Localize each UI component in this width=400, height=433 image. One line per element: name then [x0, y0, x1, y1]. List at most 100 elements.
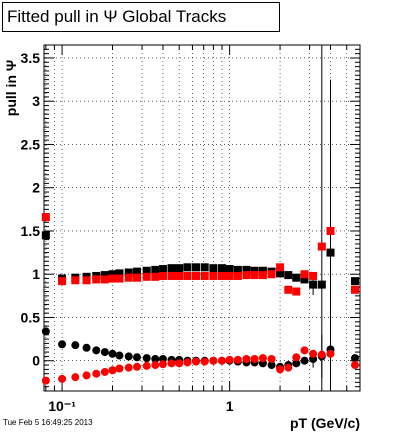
data-point-circle [132, 353, 141, 362]
tick-labels: 0 0.5 1 1.5 2 2.5 3 3.5 10⁻¹ 1 [21, 50, 234, 414]
data-point-square [41, 213, 50, 222]
data-point-square [309, 280, 318, 289]
y-tick-label: 3.5 [21, 50, 41, 66]
plot-frame [43, 44, 361, 392]
data-point-circle [175, 359, 184, 368]
data-point-circle [151, 361, 160, 370]
data-point-square [142, 266, 151, 275]
data-point-square [175, 271, 184, 280]
data-point-circle [267, 354, 276, 363]
data-point-square [350, 285, 359, 294]
data-point-square [41, 231, 50, 240]
data-point-circle [92, 369, 101, 378]
data-point-square [115, 269, 124, 278]
grid [44, 45, 361, 391]
data-point-circle [217, 356, 226, 365]
data-point-circle [200, 357, 209, 366]
data-point-circle [233, 355, 242, 364]
data-point-circle [350, 361, 359, 370]
chart-title: Fitted pull in Ψ Global Tracks [2, 2, 280, 32]
data-point-square [124, 273, 133, 282]
data-point-square [284, 271, 293, 280]
data-point-square [100, 271, 109, 280]
data-point-circle [317, 350, 326, 359]
data-point-square [292, 287, 301, 296]
data-point-square [158, 265, 167, 274]
data-point-square [326, 226, 335, 235]
data-point-square [132, 267, 141, 276]
y-tick-label: 1.5 [21, 223, 41, 239]
data-point-circle [41, 327, 50, 336]
data-point-square [151, 272, 160, 281]
data-point-square [151, 265, 160, 274]
data-point-square [317, 280, 326, 289]
data-point-circle [258, 354, 267, 363]
data-point-circle [58, 374, 67, 383]
data-point-circle [108, 366, 117, 375]
timestamp: Tue Feb 5 16:49:25 2013 [3, 418, 93, 427]
data-point-square [100, 275, 109, 284]
data-point-square [108, 274, 117, 283]
data-point-square [300, 270, 309, 279]
y-tick-label: 1 [32, 266, 40, 282]
x-axis-label: pT (GeV/c) [290, 415, 360, 431]
data-point-circle [250, 354, 259, 363]
data-point-square [132, 273, 141, 282]
data-point-square [276, 269, 285, 278]
data-point-square [124, 268, 133, 277]
data-point-square [242, 265, 251, 274]
data-point-square [292, 273, 301, 282]
data-point-circle [183, 358, 192, 367]
data-point-square [225, 265, 234, 274]
data-point-square [326, 248, 335, 257]
data-point-circle [58, 340, 67, 349]
data-point-circle [292, 353, 301, 362]
data-point-circle [124, 352, 133, 361]
data-point-square [233, 271, 242, 280]
data-point-circle [267, 361, 276, 370]
data-point-square [183, 271, 192, 280]
data-markers [41, 213, 359, 385]
data-point-circle [142, 361, 151, 370]
data-point-circle [100, 367, 109, 376]
data-point-square [71, 276, 80, 285]
data-point-square [82, 276, 91, 285]
data-point-square [242, 271, 251, 280]
data-point-square [217, 264, 226, 273]
data-point-square [108, 270, 117, 279]
data-point-circle [192, 357, 201, 366]
data-point-circle [350, 354, 359, 363]
chart-title-text: Fitted pull in Ψ Global Tracks [7, 7, 227, 26]
y-tick-label: 0.5 [21, 309, 41, 325]
data-point-circle [309, 349, 318, 358]
data-point-circle [242, 354, 251, 363]
data-point-square [142, 272, 151, 281]
data-point-square [258, 271, 267, 280]
data-point-circle [82, 343, 91, 352]
data-point-square [158, 271, 167, 280]
data-point-circle [115, 364, 124, 373]
data-point-square [209, 271, 218, 280]
data-point-square [250, 266, 259, 275]
data-point-square [309, 271, 318, 280]
data-point-square [350, 277, 359, 286]
data-point-circle [142, 354, 151, 363]
data-point-square [115, 274, 124, 283]
data-point-square [167, 264, 176, 273]
data-point-square [284, 285, 293, 294]
data-point-square [183, 263, 192, 272]
data-point-circle [326, 349, 335, 358]
axis-ticks [44, 45, 361, 391]
data-point-circle [71, 341, 80, 350]
data-point-square [192, 271, 201, 280]
data-point-circle [71, 373, 80, 382]
data-point-circle [92, 346, 101, 355]
y-tick-label: 0 [32, 353, 40, 369]
data-point-square [200, 271, 209, 280]
y-tick-label: 2.5 [21, 136, 41, 152]
data-point-circle [108, 349, 117, 358]
data-point-square [233, 265, 242, 274]
data-point-square [200, 263, 209, 272]
data-point-square [217, 271, 226, 280]
